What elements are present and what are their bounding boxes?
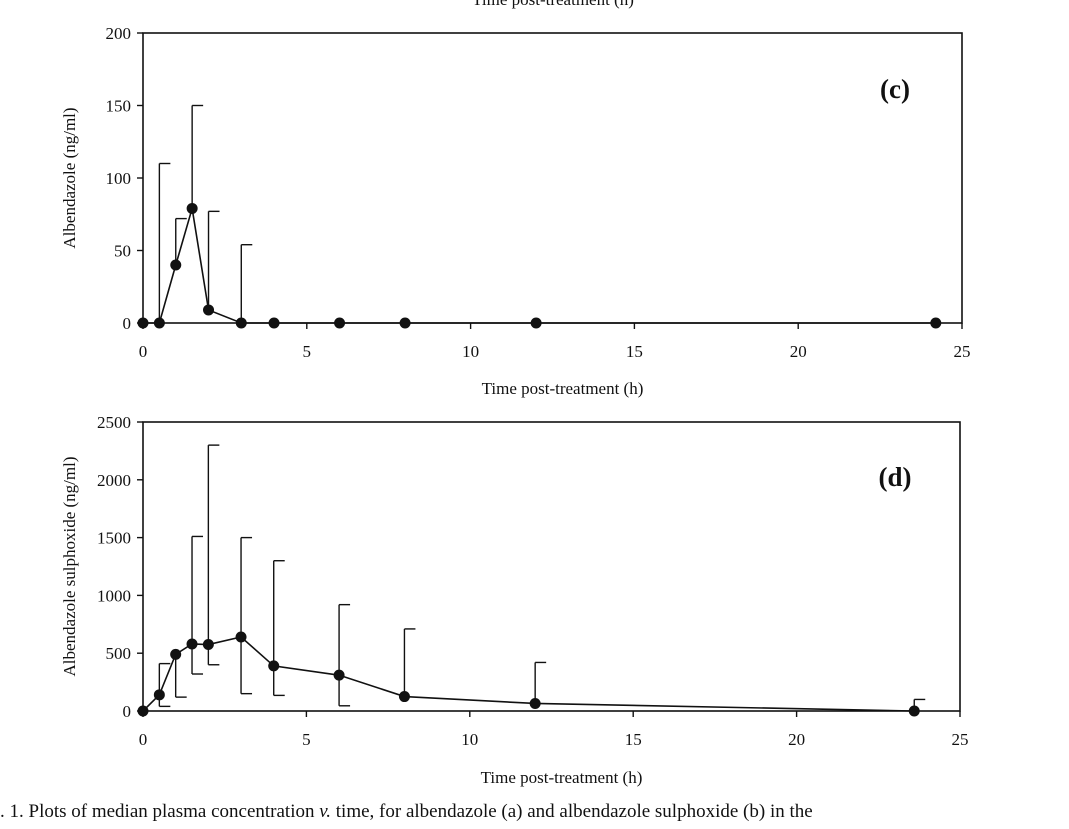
c-xtick-label: 0 <box>139 342 148 361</box>
chart-c: 0 50 100 150 200 0 5 10 15 20 25 Time post-treatmen… <box>60 24 971 398</box>
d-xtick-label: 10 <box>461 730 478 749</box>
d-ytick-label: 2500 <box>97 413 131 432</box>
c-x-axis-title: Time post-treatment (h) <box>482 379 644 398</box>
d-data-point <box>170 648 182 660</box>
c-data-point <box>137 317 149 329</box>
d-data-point <box>153 689 165 701</box>
c-xtick-label: 20 <box>790 342 807 361</box>
d-ytick-label: 500 <box>106 644 132 663</box>
chart-d: 0 500 1000 1500 2000 2500 0 5 10 15 20 25 Time post-… <box>60 413 969 787</box>
d-xtick-label: 25 <box>952 730 969 749</box>
c-xtick-label: 10 <box>462 342 479 361</box>
c-plot-frame <box>142 32 963 324</box>
c-data-point <box>235 317 247 329</box>
clipped-axis-title: Time post-treatment (h) <box>472 0 634 9</box>
d-data-point <box>202 639 214 651</box>
c-data-point <box>153 317 165 329</box>
c-data-point <box>186 202 198 214</box>
d-x-axis-title: Time post-treatment (h) <box>481 768 643 787</box>
c-ytick-label: 150 <box>106 97 132 116</box>
caption-italic: v. <box>319 801 332 822</box>
c-ytick-label: 50 <box>114 242 131 261</box>
c-panel-label: (c) <box>880 74 910 104</box>
c-ytick-label: 200 <box>106 24 132 43</box>
d-data-point <box>333 669 345 681</box>
figure-caption: . 1. Plots of median plasma concentratio… <box>0 800 1069 824</box>
caption-suffix: time, for albendazole (a) and albendazol… <box>331 801 813 822</box>
d-data-point <box>186 638 198 650</box>
d-data-point <box>268 660 280 672</box>
c-data-point <box>170 259 182 271</box>
c-series-line <box>143 208 936 324</box>
d-panel-label: (d) <box>879 462 912 492</box>
d-xtick-label: 5 <box>302 730 311 749</box>
c-xtick-label: 25 <box>954 342 971 361</box>
d-ytick-label: 0 <box>123 702 132 721</box>
d-data-point <box>529 697 541 709</box>
d-plot-frame <box>142 421 961 712</box>
c-data-point <box>530 317 542 329</box>
d-xtick-label: 20 <box>788 730 805 749</box>
d-data-point <box>137 705 149 717</box>
d-xtick-label: 0 <box>139 730 148 749</box>
d-data-point <box>398 691 410 703</box>
d-series-line <box>142 636 915 712</box>
c-ytick-label: 100 <box>106 169 132 188</box>
c-y-axis-title: Albendazole (ng/ml) <box>60 107 79 248</box>
d-ytick-label: 2000 <box>97 471 131 490</box>
d-y-axis-title: Albendazole sulphoxide (ng/ml) <box>60 456 79 676</box>
c-ytick-label: 0 <box>123 314 132 333</box>
d-xtick-label: 15 <box>625 730 642 749</box>
c-data-point <box>930 317 942 329</box>
d-data-point <box>235 631 247 643</box>
d-ytick-label: 1000 <box>97 586 131 605</box>
c-data-point <box>334 317 346 329</box>
c-data-point <box>399 317 411 329</box>
caption-prefix: . 1. Plots of median plasma concentratio… <box>0 801 320 822</box>
c-data-point <box>268 317 280 329</box>
d-ytick-label: 1500 <box>97 529 131 548</box>
c-data-point <box>203 304 215 316</box>
c-xtick-label: 5 <box>303 342 312 361</box>
c-xtick-label: 15 <box>626 342 643 361</box>
d-data-point <box>908 705 920 717</box>
